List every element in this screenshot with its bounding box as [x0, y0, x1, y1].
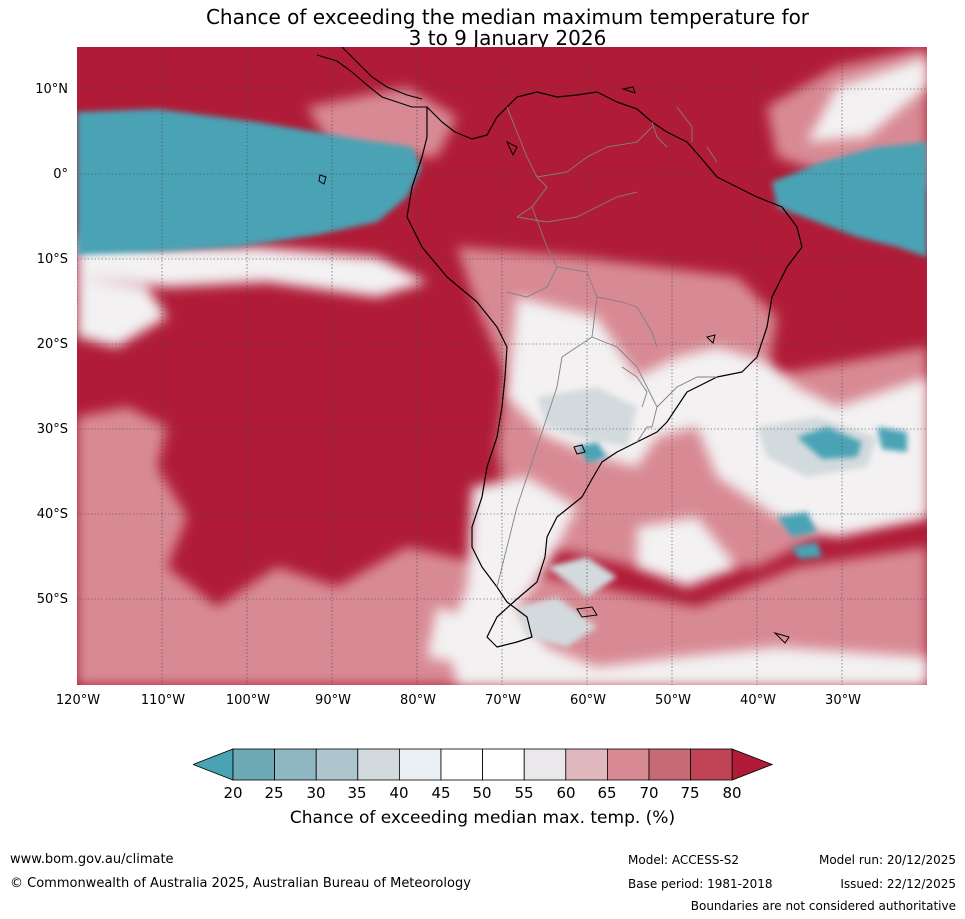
lon-label-110w: 110°W	[140, 693, 186, 708]
colorbar-tick-65: 65	[597, 784, 617, 802]
model-name: Model: ACCESS-S2	[628, 853, 740, 867]
lon-label-100w: 100°W	[225, 693, 271, 708]
central-america-coastline	[316, 47, 427, 108]
lon-label-50w: 50°W	[655, 693, 691, 708]
country-borders	[496, 106, 718, 588]
lat-label-10n: 10°N	[35, 82, 68, 97]
colorbar-segment	[606, 748, 650, 781]
colorbar-tick-80: 80	[722, 784, 742, 802]
neutral-zones	[77, 57, 927, 685]
map-title-line1: Chance of exceeding the median maximum t…	[205, 5, 810, 29]
colorbar-tick-50: 50	[472, 784, 492, 802]
colorbar-tick-25: 25	[264, 784, 284, 802]
colorbar	[193, 748, 774, 781]
colorbar-tick-35: 35	[347, 784, 367, 802]
colorbar-tick-55: 55	[514, 784, 534, 802]
colorbar-tick-30: 30	[306, 784, 326, 802]
colorbar-tick-60: 60	[556, 784, 576, 802]
lon-label-70w: 70°W	[485, 693, 521, 708]
colorbar-tick-75: 75	[680, 784, 700, 802]
colorbar-segment	[315, 748, 359, 781]
website-link[interactable]: www.bom.gov.au/climate	[10, 852, 174, 867]
colorbar-segment	[440, 748, 483, 781]
lon-label-60w: 60°W	[570, 693, 606, 708]
lat-label-20s: 20°S	[36, 337, 68, 352]
colorbar-label: Chance of exceeding median max. temp. (%…	[289, 808, 676, 828]
colorbar-segment	[398, 748, 442, 781]
colorbar-arrow-low	[193, 748, 234, 781]
boundaries-disclaimer: Boundaries are not considered authoritat…	[690, 899, 956, 913]
map-canvas	[77, 47, 927, 685]
probability-map	[77, 47, 927, 685]
base-period: Base period: 1981-2018	[628, 877, 773, 891]
lat-label-10s: 10°S	[36, 252, 68, 267]
colorbar-arrow-high	[731, 748, 774, 781]
colorbar-segment	[482, 748, 525, 781]
copyright-text: © Commonwealth of Australia 2025, Austra…	[10, 876, 471, 891]
colorbar-segment	[357, 748, 400, 781]
lat-label-30s: 30°S	[36, 422, 68, 437]
map-title-line2: 3 to 9 January 2026	[408, 26, 607, 50]
colorbar-segment	[232, 748, 275, 781]
colorbar-tick-40: 40	[389, 784, 409, 802]
lat-label-50s: 50°S	[36, 592, 68, 607]
colorbar-tick-20: 20	[223, 784, 243, 802]
colorbar-tick-70: 70	[639, 784, 659, 802]
colorbar-segment	[523, 748, 567, 781]
lon-label-80w: 80°W	[400, 693, 436, 708]
lat-label-40s: 40°S	[36, 507, 68, 522]
lon-label-120w: 120°W	[55, 693, 101, 708]
lon-label-90w: 90°W	[315, 693, 351, 708]
lat-label-0: 0°	[53, 167, 68, 182]
issued-date: Issued: 22/12/2025	[840, 877, 956, 891]
colorbar-segment	[690, 748, 733, 781]
colorbar-tick-45: 45	[431, 784, 451, 802]
colorbar-segment	[274, 748, 317, 781]
south-america-coastline	[406, 91, 803, 648]
islands	[318, 86, 790, 644]
colorbar-segment	[565, 748, 608, 781]
lon-label-40w: 40°W	[740, 693, 776, 708]
cool-zones	[77, 109, 927, 559]
lon-label-30w: 30°W	[825, 693, 861, 708]
model-run-date: Model run: 20/12/2025	[818, 853, 956, 867]
colorbar-segment	[648, 748, 691, 781]
graticule	[77, 47, 927, 685]
